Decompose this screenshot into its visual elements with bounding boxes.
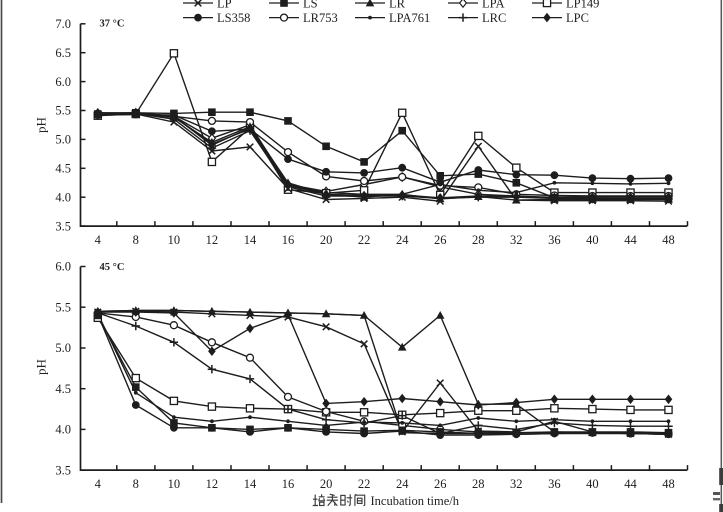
svg-text:45 °C: 45 °C: [100, 262, 125, 273]
svg-text:LPA: LPA: [482, 0, 504, 10]
svg-text:22: 22: [358, 477, 371, 491]
svg-text:LR: LR: [389, 0, 406, 10]
svg-text:3.5: 3.5: [55, 219, 71, 233]
svg-text:6.5: 6.5: [55, 46, 71, 60]
svg-text:32: 32: [510, 233, 523, 247]
svg-text:4.0: 4.0: [55, 423, 71, 437]
svg-text:6.0: 6.0: [55, 260, 71, 274]
svg-text:3.5: 3.5: [55, 463, 71, 477]
svg-text:26: 26: [434, 477, 447, 491]
svg-text:Incubation time/h: Incubation time/h: [371, 494, 460, 508]
svg-text:LP149: LP149: [566, 0, 599, 10]
svg-text:26: 26: [434, 233, 447, 247]
svg-text:40: 40: [586, 477, 599, 491]
svg-text:5.0: 5.0: [55, 341, 71, 355]
svg-text:24: 24: [396, 477, 409, 491]
svg-text:16: 16: [282, 477, 295, 491]
svg-text:12: 12: [206, 233, 219, 247]
svg-text:LPA761: LPA761: [389, 11, 430, 25]
svg-text:36: 36: [548, 233, 561, 247]
svg-text:LPC: LPC: [566, 11, 589, 25]
svg-text:44: 44: [624, 233, 637, 247]
svg-text:10: 10: [168, 477, 181, 491]
svg-text:4: 4: [95, 477, 102, 491]
svg-text:14: 14: [244, 477, 257, 491]
svg-text:LP: LP: [217, 0, 232, 10]
svg-text:8: 8: [133, 233, 139, 247]
svg-text:4.0: 4.0: [55, 190, 71, 204]
svg-text:28: 28: [472, 477, 485, 491]
svg-text:10: 10: [168, 233, 181, 247]
svg-text:20: 20: [320, 477, 333, 491]
svg-text:LRC: LRC: [482, 11, 506, 25]
svg-text:pH: pH: [34, 117, 49, 133]
svg-text:44: 44: [624, 477, 637, 491]
svg-text:pH: pH: [34, 359, 49, 375]
svg-text:6.0: 6.0: [55, 75, 71, 89]
svg-text:14: 14: [244, 233, 257, 247]
svg-text:37 °C: 37 °C: [100, 19, 125, 30]
svg-text:8: 8: [133, 477, 139, 491]
svg-text:12: 12: [206, 477, 219, 491]
svg-text:LR753: LR753: [303, 11, 338, 25]
svg-text:5.0: 5.0: [55, 133, 71, 147]
svg-text:48: 48: [662, 233, 675, 247]
svg-text:LS358: LS358: [217, 11, 250, 25]
svg-text:5.5: 5.5: [55, 104, 71, 118]
svg-text:4.5: 4.5: [55, 382, 71, 396]
svg-text:24: 24: [396, 233, 409, 247]
svg-text:16: 16: [282, 233, 295, 247]
svg-text:4.5: 4.5: [55, 162, 71, 176]
svg-text:7.0: 7.0: [55, 17, 71, 31]
svg-text:22: 22: [358, 233, 371, 247]
svg-text:5.5: 5.5: [55, 300, 71, 314]
svg-text:4: 4: [95, 233, 102, 247]
svg-text:32: 32: [510, 477, 523, 491]
svg-text:20: 20: [320, 233, 333, 247]
svg-text:48: 48: [662, 477, 675, 491]
svg-text:36: 36: [548, 477, 561, 491]
svg-text:40: 40: [586, 233, 599, 247]
svg-text:LS: LS: [303, 0, 318, 10]
svg-text:28: 28: [472, 233, 485, 247]
